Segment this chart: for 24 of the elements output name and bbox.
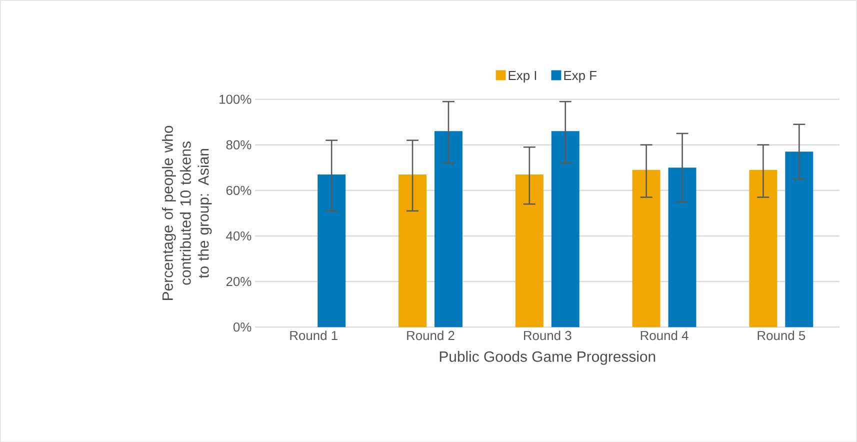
legend-label: Exp I bbox=[508, 70, 536, 82]
x-tick-label: Round 1 bbox=[290, 330, 338, 340]
bar bbox=[785, 152, 814, 327]
bar bbox=[515, 174, 544, 327]
x-axis-title: Public Goods Game Progression bbox=[440, 350, 656, 365]
y-tick-label: 60% bbox=[226, 186, 252, 195]
bar bbox=[398, 174, 427, 327]
bar bbox=[632, 170, 660, 327]
bar bbox=[318, 174, 346, 327]
x-tick-label: Round 3 bbox=[524, 330, 572, 340]
bar bbox=[434, 131, 462, 327]
y-axis-title: Percentage of people who contributed 10 tokens to the group: Asian bbox=[162, 126, 212, 300]
bar bbox=[749, 170, 778, 327]
bar bbox=[551, 131, 580, 327]
legend-label: Exp F bbox=[564, 70, 596, 82]
y-tick-label: 40% bbox=[226, 231, 252, 240]
bar bbox=[668, 167, 696, 327]
y-tick-label: 20% bbox=[226, 276, 252, 286]
x-tick-label: Round 2 bbox=[407, 330, 454, 340]
x-tick-label: Round 5 bbox=[758, 330, 806, 340]
y-tick-label: 80% bbox=[226, 140, 252, 150]
y-tick-label: 100% bbox=[220, 94, 252, 104]
y-tick-label: 0% bbox=[233, 322, 252, 332]
x-tick-label: Round 4 bbox=[640, 330, 688, 340]
